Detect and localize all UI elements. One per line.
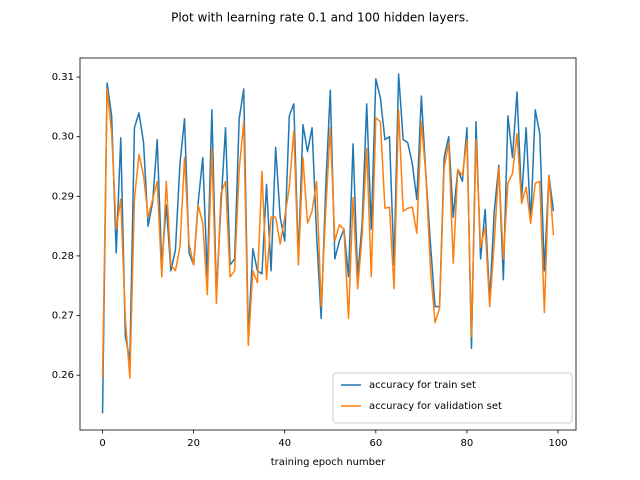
- y-tick-label: 0.31: [52, 72, 74, 83]
- x-tick-label: 0: [99, 438, 105, 449]
- x-axis-label: training epoch number: [271, 457, 386, 468]
- chart-title: Plot with learning rate 0.1 and 100 hidd…: [171, 11, 469, 25]
- y-tick-label: 0.28: [52, 251, 74, 262]
- legend-box: [332, 372, 573, 424]
- axes-frame: [79, 57, 577, 431]
- y-tick-label: 0.29: [52, 191, 74, 202]
- x-tick-label: 100: [548, 438, 567, 449]
- legend-label: accuracy for validation set: [369, 401, 502, 412]
- x-tick-label: 60: [369, 438, 382, 449]
- y-tick-label: 0.26: [52, 370, 74, 381]
- y-tick-label: 0.27: [52, 311, 74, 322]
- x-tick-label: 80: [461, 438, 474, 449]
- x-tick-label: 40: [278, 438, 291, 449]
- y-tick-label: 0.30: [52, 132, 74, 143]
- x-tick-label: 20: [187, 438, 200, 449]
- legend-label: accuracy for train set: [369, 380, 476, 391]
- line-series: [101, 88, 555, 379]
